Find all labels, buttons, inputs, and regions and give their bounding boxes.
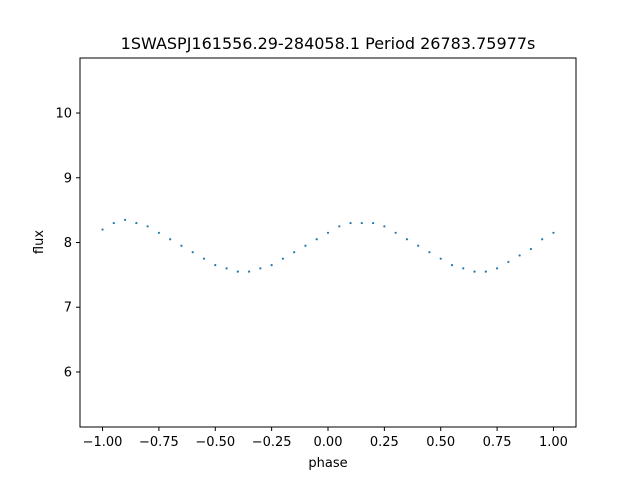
data-point — [450, 264, 454, 267]
x-axis-ticks: −1.00 −0.75 −0.50 −0.25 0.00 0.25 0.50 0.75 1.00 — [83, 427, 568, 450]
data-point — [529, 247, 533, 251]
data-point — [473, 270, 476, 273]
data-point — [439, 257, 442, 260]
x-tick-label: −0.50 — [195, 435, 235, 450]
data-point — [552, 231, 555, 234]
data-point — [112, 221, 115, 225]
data-point — [180, 244, 183, 247]
data-point — [315, 238, 318, 241]
data-point — [383, 225, 386, 228]
data-point — [495, 267, 499, 270]
data-point — [507, 260, 510, 264]
data-point — [518, 254, 521, 257]
chart-title: 1SWASPJ161556.29-284058.1 Period 26783.7… — [121, 34, 536, 53]
data-point — [157, 231, 161, 234]
x-tick-label: −0.25 — [252, 435, 292, 450]
data-point — [135, 221, 138, 225]
data-point — [236, 270, 239, 273]
data-point — [146, 225, 149, 228]
y-tick-label: 7 — [64, 301, 72, 316]
data-point — [169, 238, 172, 241]
data-point — [225, 267, 228, 270]
data-point — [101, 228, 104, 231]
plot-frame — [79, 57, 577, 428]
data-point — [417, 244, 420, 247]
data-point — [338, 225, 341, 228]
x-tick-label: 0.25 — [370, 435, 399, 450]
x-tick-label: 1.00 — [539, 435, 568, 450]
data-point — [326, 231, 330, 234]
y-tick-label: 9 — [64, 171, 72, 186]
data-point — [405, 238, 409, 241]
data-point — [191, 251, 194, 254]
data-point — [371, 221, 375, 225]
x-tick-label: −1.00 — [83, 435, 123, 450]
data-point — [293, 251, 296, 254]
data-point — [304, 244, 307, 247]
data-point — [259, 267, 262, 270]
x-tick-label: −0.75 — [139, 435, 179, 450]
y-tick-label: 10 — [55, 107, 72, 122]
y-axis-label: flux — [32, 230, 47, 254]
data-point — [247, 270, 251, 273]
data-point — [462, 267, 465, 270]
x-tick-label: 0.50 — [426, 435, 455, 450]
data-point — [541, 238, 544, 241]
data-point — [281, 257, 285, 260]
y-tick-label: 8 — [64, 236, 72, 251]
data-points — [101, 218, 555, 273]
x-axis-label: phase — [308, 456, 347, 471]
data-point — [360, 221, 363, 225]
y-tick-label: 6 — [64, 365, 72, 380]
data-point — [202, 257, 206, 260]
x-tick-label: 0.75 — [483, 435, 512, 450]
data-point — [123, 218, 127, 221]
data-point — [214, 264, 217, 267]
data-point — [394, 231, 397, 234]
y-axis-ticks: 6 7 8 9 10 — [55, 107, 80, 380]
data-point — [428, 251, 431, 254]
data-point — [270, 264, 273, 267]
data-point — [349, 221, 352, 225]
data-point — [484, 270, 487, 273]
x-tick-label: 0.00 — [314, 435, 343, 450]
